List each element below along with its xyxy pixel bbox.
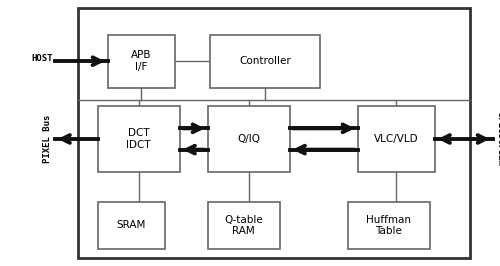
Text: Q-table
RAM: Q-table RAM (224, 215, 263, 236)
Text: HOST: HOST (31, 54, 52, 63)
Bar (348, 202, 430, 249)
Bar (78, 8, 470, 258)
Bar (208, 202, 280, 249)
Bar (108, 35, 175, 88)
Text: SRAM: SRAM (116, 221, 146, 230)
Text: Controller: Controller (239, 56, 291, 66)
Text: JPEGstream: JPEGstream (496, 112, 500, 166)
Text: DCT
IDCT: DCT IDCT (126, 128, 151, 150)
Text: Huffman
Table: Huffman Table (366, 215, 411, 236)
Text: VLC/VLD: VLC/VLD (374, 134, 418, 144)
Text: APB
I/F: APB I/F (131, 50, 152, 72)
Bar (208, 106, 290, 172)
Bar (98, 106, 180, 172)
Text: PIXEL Bus: PIXEL Bus (43, 115, 52, 163)
Bar (98, 202, 165, 249)
Text: Q/IQ: Q/IQ (238, 134, 260, 144)
Bar (210, 35, 320, 88)
Bar (358, 106, 435, 172)
